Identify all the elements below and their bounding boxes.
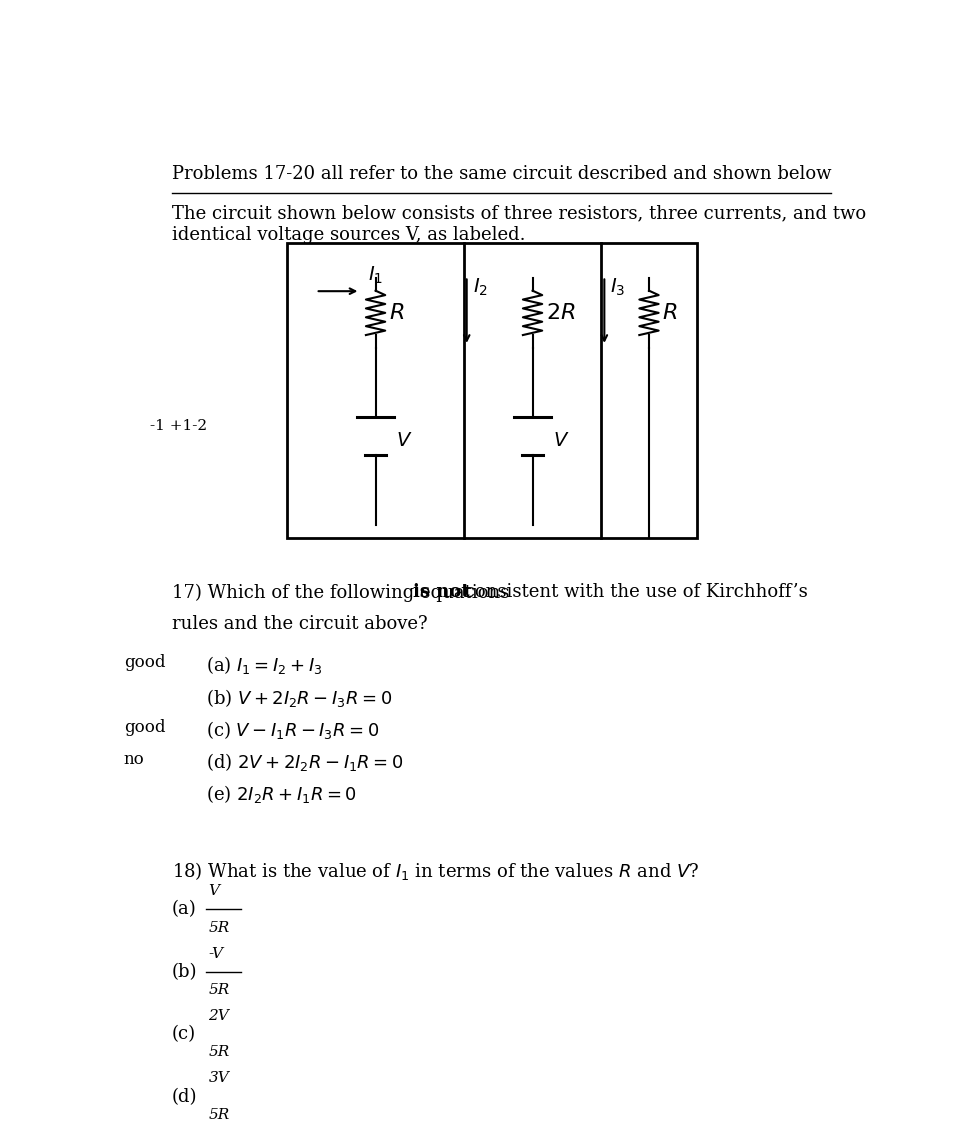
Text: $V$: $V$ xyxy=(396,431,413,450)
Text: (a): (a) xyxy=(172,901,197,919)
Text: (d): (d) xyxy=(172,1088,198,1106)
Text: -1 +1-2: -1 +1-2 xyxy=(150,419,207,432)
Text: Problems 17-20 all refer to the same circuit described and shown below: Problems 17-20 all refer to the same cir… xyxy=(172,164,831,182)
Text: (c): (c) xyxy=(172,1025,196,1043)
Text: (d) $2V + 2I_2R - I_1R = 0$: (d) $2V + 2I_2R - I_1R = 0$ xyxy=(205,751,403,772)
Text: identical voltage sources V, as labeled.: identical voltage sources V, as labeled. xyxy=(172,226,525,244)
Text: 2V: 2V xyxy=(208,1009,229,1022)
Text: consistent with the use of Kirchhoff’s: consistent with the use of Kirchhoff’s xyxy=(459,583,808,601)
Text: (a) $I_1 = I_2 + I_3$: (a) $I_1 = I_2 + I_3$ xyxy=(205,654,323,677)
Text: 17) Which of the following equations: 17) Which of the following equations xyxy=(172,583,516,601)
Text: (e) $2I_2R + I_1R = 0$: (e) $2I_2R + I_1R = 0$ xyxy=(205,783,356,805)
Text: -V: -V xyxy=(208,947,224,960)
Text: $R$: $R$ xyxy=(389,303,404,323)
Text: $2R$: $2R$ xyxy=(546,303,575,323)
Text: 5R: 5R xyxy=(208,1045,229,1060)
Text: rules and the circuit above?: rules and the circuit above? xyxy=(172,616,428,634)
Text: $I_2$: $I_2$ xyxy=(472,277,488,297)
Text: (b): (b) xyxy=(172,963,198,981)
Text: no: no xyxy=(124,751,144,768)
Text: $R$: $R$ xyxy=(662,303,678,323)
Text: 5R: 5R xyxy=(208,921,229,935)
Text: good: good xyxy=(124,654,165,671)
Text: (b) $V + 2I_2R - I_3R = 0$: (b) $V + 2I_2R - I_3R = 0$ xyxy=(205,687,392,708)
Text: good: good xyxy=(124,718,165,735)
Text: 5R: 5R xyxy=(208,983,229,997)
Text: V: V xyxy=(208,884,220,899)
Text: The circuit shown below consists of three resistors, three currents, and two: The circuit shown below consists of thre… xyxy=(172,205,866,223)
Text: 3V: 3V xyxy=(208,1071,229,1085)
Text: $V$: $V$ xyxy=(553,431,570,450)
Text: $I_3$: $I_3$ xyxy=(611,277,626,297)
Text: $I_1$: $I_1$ xyxy=(368,265,383,286)
Text: is not: is not xyxy=(413,583,469,601)
Text: 5R: 5R xyxy=(208,1108,229,1121)
Text: 18) What is the value of $I_1$ in terms of the values $R$ and $V$?: 18) What is the value of $I_1$ in terms … xyxy=(172,860,700,882)
Text: (c) $V - I_1R - I_3R = 0$: (c) $V - I_1R - I_3R = 0$ xyxy=(205,718,379,741)
